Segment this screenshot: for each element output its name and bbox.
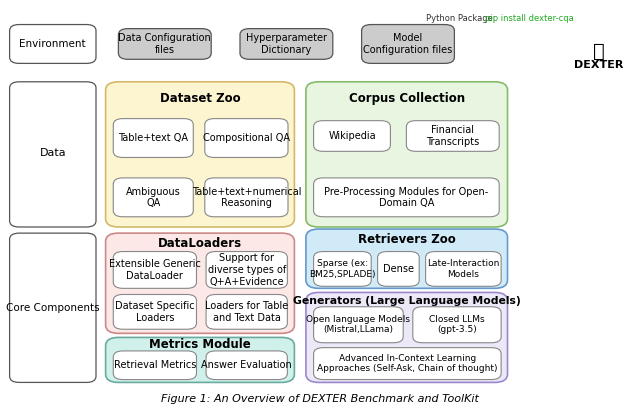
Text: Metrics Module: Metrics Module [149,338,251,351]
FancyBboxPatch shape [10,25,96,63]
Text: Compositional QA: Compositional QA [203,133,290,143]
Text: Closed LLMs
(gpt-3.5): Closed LLMs (gpt-3.5) [429,315,484,335]
Text: Retrieval Metrics: Retrieval Metrics [114,360,196,370]
FancyBboxPatch shape [306,292,508,382]
Text: Ambiguous
QA: Ambiguous QA [126,187,180,208]
Text: Core Components: Core Components [6,303,100,312]
Text: Dense: Dense [383,264,414,274]
FancyBboxPatch shape [306,82,508,227]
FancyBboxPatch shape [205,119,288,157]
FancyBboxPatch shape [306,229,508,288]
FancyBboxPatch shape [10,82,96,227]
FancyBboxPatch shape [106,233,294,333]
Text: Extensible Generic
DataLoader: Extensible Generic DataLoader [109,259,201,281]
FancyBboxPatch shape [106,337,294,382]
Text: Wikipedia: Wikipedia [328,131,376,141]
Text: 📖: 📖 [593,42,604,61]
FancyBboxPatch shape [113,351,196,380]
FancyBboxPatch shape [314,348,501,380]
FancyBboxPatch shape [240,29,333,59]
Text: Figure 1: An Overview of DEXTER Benchmark and ToolKit: Figure 1: An Overview of DEXTER Benchmar… [161,394,479,404]
Text: Corpus Collection: Corpus Collection [349,92,465,105]
FancyBboxPatch shape [314,252,371,286]
Text: Pre-Processing Modules for Open-
Domain QA: Pre-Processing Modules for Open- Domain … [324,187,488,208]
Text: Hyperparameter
Dictionary: Hyperparameter Dictionary [246,33,327,55]
FancyBboxPatch shape [314,121,390,151]
Text: Answer Evaluation: Answer Evaluation [202,360,292,370]
Text: Table+text+numerical
Reasoning: Table+text+numerical Reasoning [191,187,301,208]
Text: Python Package:: Python Package: [426,14,498,23]
Text: Support for
diverse types of
Q+A+Evidence: Support for diverse types of Q+A+Evidenc… [207,253,286,287]
FancyBboxPatch shape [118,29,211,59]
FancyBboxPatch shape [113,178,193,217]
Text: Dataset Specific
Loaders: Dataset Specific Loaders [115,301,195,323]
Text: Late-Interaction
Models: Late-Interaction Models [427,259,500,279]
FancyBboxPatch shape [314,307,403,343]
Text: DEXTER: DEXTER [573,61,623,70]
Text: Advanced In-Context Learning
Approaches (Self-Ask, Chain of thought): Advanced In-Context Learning Approaches … [317,354,498,373]
FancyBboxPatch shape [205,178,288,217]
FancyBboxPatch shape [206,351,287,380]
Text: DataLoaders: DataLoaders [158,237,242,250]
Text: Dataset Zoo: Dataset Zoo [160,92,240,105]
Text: Table+text QA: Table+text QA [118,133,188,143]
FancyBboxPatch shape [113,119,193,157]
FancyBboxPatch shape [206,252,287,288]
Text: Retrievers Zoo: Retrievers Zoo [358,233,456,246]
FancyBboxPatch shape [413,307,501,343]
Text: Loaders for Table
and Text Data: Loaders for Table and Text Data [205,301,289,323]
FancyBboxPatch shape [314,178,499,217]
FancyBboxPatch shape [426,252,501,286]
FancyBboxPatch shape [113,294,196,329]
Text: Open language Models
(Mistral,LLama): Open language Models (Mistral,LLama) [307,315,410,335]
Text: Data Configuration
files: Data Configuration files [118,33,211,55]
Text: Environment: Environment [19,39,86,49]
FancyBboxPatch shape [113,252,196,288]
Text: Generators (Large Language Models): Generators (Large Language Models) [293,296,521,306]
Text: Sparse (ex:
BM25,SPLADE): Sparse (ex: BM25,SPLADE) [309,259,376,279]
FancyBboxPatch shape [106,82,294,227]
FancyBboxPatch shape [10,233,96,382]
Text: Model
Configuration files: Model Configuration files [364,33,452,55]
FancyBboxPatch shape [378,252,419,286]
FancyBboxPatch shape [406,121,499,151]
FancyBboxPatch shape [362,25,454,63]
FancyBboxPatch shape [206,294,287,329]
Text: Financial
Transcripts: Financial Transcripts [426,125,479,147]
Text: Data: Data [40,148,67,158]
Text: pip install dexter-cqa: pip install dexter-cqa [485,14,573,23]
